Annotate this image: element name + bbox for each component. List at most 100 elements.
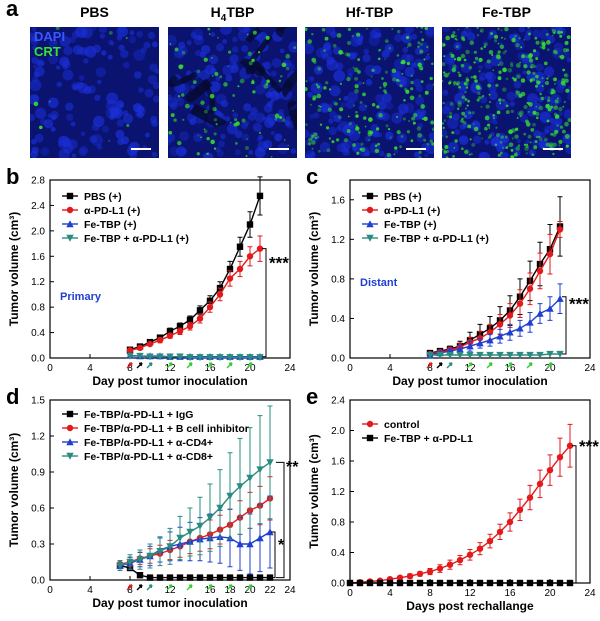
crt-signal <box>216 36 219 39</box>
crt-signal <box>523 104 528 110</box>
nucleus-dot <box>132 103 143 113</box>
crt-signal <box>467 124 472 129</box>
nucleus-dot <box>231 46 239 54</box>
nucleus-dot <box>415 96 425 106</box>
crt-signal <box>498 61 504 67</box>
data-point <box>196 307 204 314</box>
nucleus-dot <box>485 71 493 80</box>
crt-signal <box>525 144 529 149</box>
crt-signal <box>499 102 502 105</box>
crt-signal <box>442 80 444 83</box>
crt-signal <box>285 53 291 59</box>
data-point <box>566 579 574 587</box>
crt-signal <box>470 75 474 79</box>
crt-signal <box>449 52 453 56</box>
nucleus-dot <box>319 141 331 153</box>
crt-signal <box>368 138 371 141</box>
nucleus-dot <box>522 70 527 75</box>
crt-signal <box>532 71 536 75</box>
nucleus-dot <box>77 82 89 94</box>
nucleus-dot <box>286 62 295 71</box>
crt-signal <box>454 37 457 41</box>
crt-signal <box>444 72 449 78</box>
crt-signal <box>498 70 502 74</box>
nucleus-dot <box>56 65 61 70</box>
nucleus-dot <box>480 96 488 104</box>
crt-signal <box>418 156 422 158</box>
crt-signal <box>208 33 211 36</box>
nucleus-dot <box>218 140 225 148</box>
crt-signal <box>310 137 313 140</box>
crt-signal <box>386 153 391 158</box>
nucleus-dot <box>47 97 59 109</box>
y-tick-label: 1.5 <box>31 396 45 407</box>
series <box>426 196 564 357</box>
nucleus-dot <box>329 85 341 97</box>
crt-signal <box>227 50 232 54</box>
x-axis-label: Days post rechallange <box>406 599 534 613</box>
crt-signal <box>519 110 524 116</box>
crt-signal <box>192 80 197 84</box>
series <box>126 352 264 362</box>
legend-marker <box>66 424 74 432</box>
nucleus-dot <box>307 91 314 98</box>
data-point <box>236 354 244 362</box>
crt-signal <box>405 89 410 94</box>
y-tick-label: 2.4 <box>331 396 345 407</box>
crt-signal <box>473 61 476 64</box>
nucleus-dot <box>179 131 190 142</box>
crt-signal <box>498 76 502 81</box>
crt-signal <box>511 137 515 140</box>
data-point <box>476 579 484 587</box>
crt-signal <box>483 45 487 49</box>
crt-signal <box>474 56 479 61</box>
data-point <box>206 303 214 311</box>
crt-signal <box>553 105 559 110</box>
nucleus-dot <box>566 57 571 63</box>
crt-signal <box>283 139 286 141</box>
crt-signal <box>473 126 479 132</box>
crt-signal <box>182 118 185 121</box>
legend-entry: α-PD-L1 (+) <box>362 205 440 217</box>
data-point <box>466 579 474 587</box>
nucleus-dot <box>330 31 337 38</box>
crt-signal <box>219 75 223 79</box>
series-line <box>119 564 270 579</box>
nucleus-dot <box>43 119 54 129</box>
data-point <box>126 558 134 566</box>
crt-signal <box>212 106 217 112</box>
legend-marker <box>366 234 374 242</box>
data-point <box>466 342 474 350</box>
nucleus-dot <box>265 116 271 121</box>
nucleus-dot <box>428 131 434 141</box>
crt-signal <box>464 149 469 155</box>
nucleus-dot <box>391 112 403 124</box>
nucleus-dot <box>241 133 250 142</box>
y-tick-label: 1.2 <box>31 277 45 288</box>
data-point <box>246 354 254 362</box>
crt-signal <box>552 29 557 34</box>
x-tick-label: 0 <box>347 588 353 599</box>
data-point <box>166 574 174 581</box>
data-point <box>236 265 244 273</box>
crt-signal <box>420 30 423 34</box>
data-point <box>566 442 574 449</box>
data-point <box>496 528 504 536</box>
crt-signal <box>477 91 481 95</box>
crt-signal <box>343 138 349 143</box>
data-point <box>406 579 414 587</box>
nucleus-dot <box>65 102 74 111</box>
data-point <box>146 353 154 361</box>
crt-signal <box>203 129 208 134</box>
crt-signal <box>108 139 111 142</box>
crt-signal <box>337 115 342 120</box>
nucleus-dot <box>94 94 101 101</box>
nucleus-dot <box>528 148 537 157</box>
tissue-gap <box>190 103 227 129</box>
crt-signal <box>237 85 240 88</box>
nucleus-dot <box>178 41 186 49</box>
crt-signal <box>533 65 537 68</box>
crt-signal <box>174 47 179 52</box>
data-point <box>166 543 174 551</box>
x-tick-label: 12 <box>464 363 476 374</box>
